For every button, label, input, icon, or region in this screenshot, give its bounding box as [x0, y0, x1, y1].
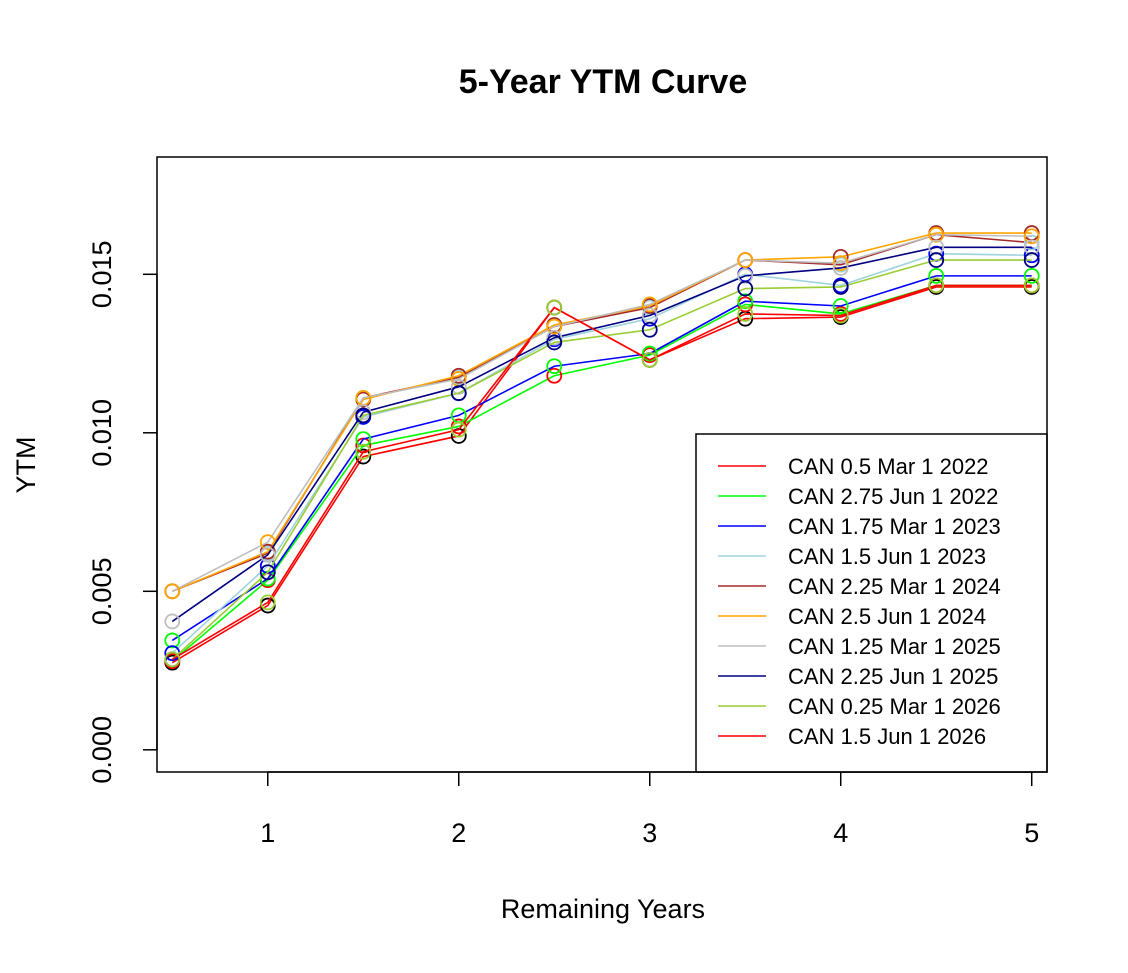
data-point: [928, 277, 945, 294]
data-point: [1023, 228, 1040, 245]
data-point: [1023, 252, 1040, 268]
series-line: [171, 259, 1032, 661]
data-point: [928, 252, 945, 268]
series-9: [164, 252, 1040, 668]
legend-label: CAN 1.25 Mar 1 2025: [788, 634, 1001, 659]
data-point: [641, 296, 658, 313]
series-line: [171, 284, 1032, 661]
legend-label: CAN 2.25 Mar 1 2024: [788, 574, 1001, 599]
legend-label: CAN 1.5 Jun 1 2023: [788, 544, 986, 569]
legend-label: CAN 0.5 Mar 1 2022: [788, 454, 989, 479]
data-point: [450, 421, 467, 438]
data-point: [737, 293, 754, 310]
x-tick-label: 5: [1024, 818, 1039, 848]
legend-item: CAN 0.5 Mar 1 2022: [718, 454, 989, 479]
series-layer: [164, 225, 1040, 671]
legend-label: CAN 0.25 Mar 1 2026: [788, 694, 1001, 719]
series-3: [164, 267, 1040, 649]
legend-item: CAN 2.5 Jun 1 2024: [718, 604, 986, 629]
data-point: [259, 594, 276, 611]
y-tick-label: 0.015: [87, 241, 117, 309]
legend-item: CAN 1.5 Jun 1 2023: [718, 544, 986, 569]
data-point: [1023, 247, 1040, 264]
data-point: [259, 564, 276, 581]
data-point: [641, 321, 658, 338]
legend-label: CAN 2.75 Jun 1 2022: [788, 484, 998, 509]
plot-frame: [156, 156, 1048, 773]
series-line: [171, 252, 1032, 654]
series-line: [171, 233, 1032, 593]
data-point: [832, 307, 849, 324]
data-point: [832, 298, 849, 314]
data-point: [1023, 239, 1040, 256]
legend-label: CAN 1.75 Mar 1 2023: [788, 514, 1001, 539]
series-line: [171, 275, 1032, 642]
legend-box: [695, 433, 1048, 773]
data-point: [164, 651, 181, 668]
data-point: [737, 267, 754, 284]
y-tick-label: 0.000: [87, 716, 117, 784]
legend-item: CAN 2.25 Jun 1 2025: [718, 664, 998, 689]
data-point: [928, 226, 945, 243]
legend-label: CAN 2.25 Jun 1 2025: [788, 664, 998, 689]
x-tick-label: 3: [642, 818, 657, 848]
legend-item: CAN 2.75 Jun 1 2022: [718, 484, 998, 509]
legend-item: CAN 0.25 Mar 1 2026: [718, 694, 1001, 719]
y-tick-label: 0.010: [87, 399, 117, 467]
series-line: [171, 246, 1032, 623]
data-point: [737, 252, 754, 268]
data-point: [164, 583, 181, 600]
legend-item: CAN 2.25 Mar 1 2024: [718, 574, 1001, 599]
legend-item: CAN 1.75 Mar 1 2023: [718, 514, 1001, 539]
data-point: [928, 239, 945, 256]
series-7: [164, 226, 1040, 600]
data-point: [737, 306, 754, 322]
legend-item: CAN 1.25 Mar 1 2025: [718, 634, 1001, 659]
data-point: [355, 443, 372, 460]
data-point: [546, 329, 563, 346]
data-point: [164, 613, 181, 630]
x-tick-label: 2: [451, 818, 466, 848]
data-point: [546, 318, 563, 335]
data-point: [641, 351, 658, 368]
data-point: [546, 299, 563, 316]
data-point: [164, 632, 181, 649]
y-tick-label: 0.005: [87, 558, 117, 626]
data-point: [259, 546, 276, 563]
legend-label: CAN 2.5 Jun 1 2024: [788, 604, 986, 629]
data-point: [737, 280, 754, 297]
data-point: [1023, 267, 1040, 284]
data-point: [832, 255, 849, 272]
data-point: [546, 334, 563, 351]
data-point: [546, 367, 563, 384]
series-10: [164, 277, 1040, 668]
data-point: [928, 267, 945, 284]
legend: CAN 0.5 Mar 1 2022 CAN 2.75 Jun 1 2022 CAN…: [695, 433, 1048, 773]
y-axis-label: YTM: [11, 437, 41, 494]
data-point: [355, 407, 372, 424]
data-point: [259, 534, 276, 551]
chart-title: 5-Year YTM Curve: [459, 63, 748, 101]
legend-label: CAN 1.5 Jun 1 2026: [788, 724, 986, 749]
legend-item: CAN 1.5 Jun 1 2026: [718, 724, 986, 749]
data-point: [450, 385, 467, 402]
data-point: [355, 431, 372, 448]
x-tick-label: 1: [260, 818, 275, 848]
data-point: [546, 358, 563, 375]
data-point: [1023, 277, 1040, 294]
x-tick-label: 4: [833, 818, 848, 848]
data-point: [832, 260, 849, 276]
x-axis-label: Remaining Years: [501, 894, 705, 924]
data-point: [832, 279, 849, 295]
